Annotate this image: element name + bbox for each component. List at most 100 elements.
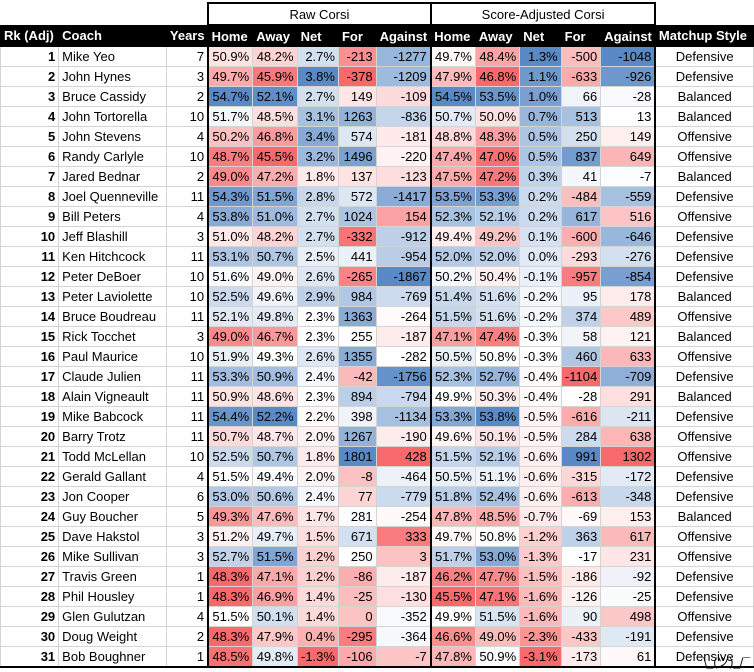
coach-cell[interactable]: Bruce Cassidy [58, 86, 167, 107]
raw-for-cell[interactable]: 984 [337, 286, 377, 307]
rank-cell[interactable]: 6 [0, 146, 60, 167]
raw-for-cell[interactable]: 149 [337, 86, 377, 107]
raw-home-cell[interactable]: 52.7% [207, 546, 254, 567]
raw-for-cell[interactable]: 1363 [337, 306, 377, 327]
matchup-style-cell[interactable]: Offensive [654, 426, 754, 447]
table-row[interactable]: 15 Rick Tocchet 3 49.0% 46.7% 2.3% 255 -187 47.1… [0, 326, 754, 347]
years-cell[interactable]: 11 [165, 246, 209, 267]
raw-against-cell[interactable]: -1209 [375, 66, 432, 87]
adj-net-cell[interactable]: 0.3% [519, 166, 562, 187]
raw-net-cell[interactable]: 2.7% [296, 86, 339, 107]
raw-for-cell[interactable]: -25 [337, 586, 377, 607]
raw-home-cell[interactable]: 50.7% [207, 426, 254, 447]
adj-away-cell[interactable]: 52.4% [474, 486, 521, 507]
table-row[interactable]: 22 Gerald Gallant 4 51.5% 49.4% 2.0% -8 -464 50.… [0, 466, 754, 487]
table-row[interactable]: 25 Dave Hakstol 3 51.2% 49.7% 1.5% 671 333 49.7%… [0, 526, 754, 547]
raw-home-cell[interactable]: 53.0% [207, 486, 254, 507]
raw-home-cell[interactable]: 51.9% [207, 346, 254, 367]
raw-away-cell[interactable]: 51.0% [252, 206, 298, 227]
raw-against-cell[interactable]: -7 [375, 646, 432, 668]
adj-against-cell[interactable]: 633 [600, 346, 657, 367]
raw-away-cell[interactable]: 48.6% [252, 386, 298, 407]
raw-for-cell[interactable]: 1267 [337, 426, 377, 447]
rank-cell[interactable]: 8 [0, 186, 60, 207]
adj-home-cell[interactable]: 49.9% [430, 386, 476, 407]
adj-home-cell[interactable]: 52.3% [430, 206, 476, 227]
adj-against-cell[interactable]: 617 [600, 526, 657, 547]
raw-for-cell[interactable]: 255 [337, 326, 377, 347]
adj-against-cell[interactable]: 291 [600, 386, 657, 407]
adj-home-cell[interactable]: 51.8% [430, 486, 476, 507]
coach-cell[interactable]: Jon Cooper [58, 486, 167, 507]
years-cell[interactable]: 2 [165, 626, 209, 647]
adj-against-cell[interactable]: 61 [600, 646, 657, 668]
adj-home-cell[interactable]: 48.8% [430, 126, 476, 147]
adj-against-cell[interactable]: -7 [600, 166, 657, 187]
rank-cell[interactable]: 10 [0, 226, 60, 247]
table-row[interactable]: 14 Bruce Boudreau 11 52.1% 49.8% 2.3% 1363 -264… [0, 306, 754, 327]
raw-for-cell[interactable]: 441 [337, 246, 377, 267]
adj-home-cell[interactable]: 45.5% [430, 586, 476, 607]
adj-against-cell[interactable]: -854 [600, 266, 657, 287]
adj-away-cell[interactable]: 47.2% [474, 166, 521, 187]
raw-home-cell[interactable]: 49.7% [207, 66, 254, 87]
adj-home-cell[interactable]: 54.5% [430, 86, 476, 107]
raw-against-cell[interactable]: -109 [375, 86, 432, 107]
raw-away-cell[interactable]: 51.5% [252, 186, 298, 207]
raw-net-cell[interactable]: 2.7% [296, 226, 339, 247]
adj-for-cell[interactable]: -616 [560, 406, 602, 427]
raw-away-cell[interactable]: 49.0% [252, 266, 298, 287]
years-cell[interactable]: 10 [165, 346, 209, 367]
table-row[interactable]: 11 Ken Hitchcock 11 53.1% 50.7% 2.5% 441 -954 52… [0, 246, 754, 267]
raw-for-cell[interactable]: 281 [337, 506, 377, 527]
raw-home-cell[interactable]: 53.3% [207, 366, 254, 387]
raw-against-cell[interactable]: -190 [375, 426, 432, 447]
raw-away-cell[interactable]: 51.5% [252, 546, 298, 567]
raw-away-cell[interactable]: 52.1% [252, 86, 298, 107]
adj-net-cell[interactable]: -1.6% [519, 606, 562, 627]
adj-away-cell[interactable]: 47.1% [474, 586, 521, 607]
raw-away-cell[interactable]: 49.7% [252, 526, 298, 547]
years-cell[interactable]: 3 [165, 326, 209, 347]
adj-away-cell[interactable]: 50.4% [474, 266, 521, 287]
adj-away-cell[interactable]: 50.1% [474, 426, 521, 447]
adj-net-cell[interactable]: -0.2% [519, 306, 562, 327]
raw-away-cell[interactable]: 50.6% [252, 486, 298, 507]
table-row[interactable]: 13 Peter Laviolette 10 52.5% 49.6% 2.9% 984 -76… [0, 286, 754, 307]
adj-home-cell[interactable]: 49.4% [430, 226, 476, 247]
rank-cell[interactable]: 12 [0, 266, 60, 287]
raw-net-cell[interactable]: 3.8% [296, 66, 339, 87]
matchup-style-cell[interactable]: Defensive [654, 626, 754, 647]
rank-cell[interactable]: 25 [0, 526, 60, 547]
raw-for-cell[interactable]: 1801 [337, 446, 377, 467]
coach-cell[interactable]: Guy Boucher [58, 506, 167, 527]
adj-net-cell[interactable]: -0.6% [519, 486, 562, 507]
header-adj-home[interactable]: Home [430, 24, 476, 47]
rank-cell[interactable]: 19 [0, 406, 60, 427]
adj-against-cell[interactable]: -25 [600, 586, 657, 607]
coach-cell[interactable]: John Hynes [58, 66, 167, 87]
matchup-style-cell[interactable]: Offensive [654, 346, 754, 367]
table-row[interactable]: 7 Jared Bednar 2 49.0% 47.2% 1.8% 137 -123 47.5%… [0, 166, 754, 187]
raw-home-cell[interactable]: 50.9% [207, 386, 254, 407]
header-raw-against[interactable]: Against [375, 24, 432, 47]
table-row[interactable]: 24 Guy Boucher 5 49.3% 47.6% 1.7% 281 -254 47.8%… [0, 506, 754, 527]
raw-for-cell[interactable]: 894 [337, 386, 377, 407]
table-row[interactable]: 21 Todd McLellan 10 52.5% 50.7% 1.8% 1801 428 51… [0, 446, 754, 467]
matchup-style-cell[interactable]: Balanced [654, 106, 754, 127]
adj-away-cell[interactable]: 51.6% [474, 286, 521, 307]
raw-against-cell[interactable]: -1756 [375, 366, 432, 387]
adj-for-cell[interactable]: -173 [560, 646, 602, 668]
adj-for-cell[interactable]: -633 [560, 66, 602, 87]
coach-cell[interactable]: Mike Yeo [58, 46, 167, 67]
raw-home-cell[interactable]: 48.5% [207, 646, 254, 668]
adj-against-cell[interactable]: 121 [600, 326, 657, 347]
raw-net-cell[interactable]: 3.4% [296, 126, 339, 147]
years-cell[interactable]: 3 [165, 66, 209, 87]
rank-cell[interactable]: 24 [0, 506, 60, 527]
adj-for-cell[interactable]: 991 [560, 446, 602, 467]
raw-away-cell[interactable]: 49.8% [252, 306, 298, 327]
coach-cell[interactable]: John Stevens [58, 126, 167, 147]
adj-net-cell[interactable]: 0.0% [519, 246, 562, 267]
adj-against-cell[interactable]: -92 [600, 566, 657, 587]
